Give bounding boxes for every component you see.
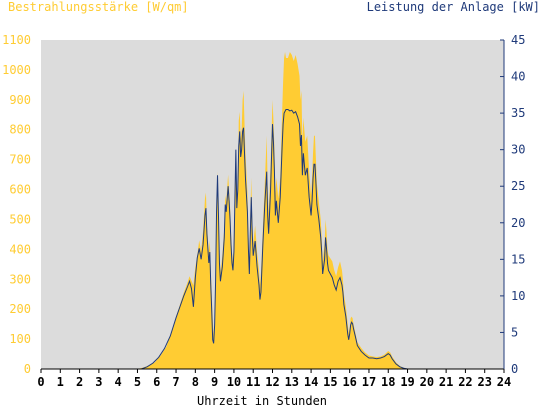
left-tick-label: 600 [9, 183, 31, 197]
right-axis-title: Leistung der Anlage [kW] [367, 0, 540, 14]
irradiance-area [41, 51, 504, 370]
x-tick-label: 15 [323, 375, 337, 389]
left-axis: 0 100 200 300 400 500 600 700 800 900 1000 1100 [2, 33, 31, 376]
right-tick-label: 45 [511, 33, 525, 47]
right-axis: 0 5 10 15 20 25 30 35 40 45 [500, 33, 525, 376]
left-axis-title: Bestrahlungsstärke [W/qm] [8, 0, 189, 14]
left-tick-label: 0 [24, 362, 31, 376]
x-tick-label: 1 [57, 375, 64, 389]
right-tick-label: 20 [511, 216, 525, 230]
right-tick-label: 0 [511, 362, 518, 376]
x-tick-label: 24 [497, 375, 511, 389]
x-axis: 0 1 2 3 4 5 6 7 8 9 10 11 12 13 14 15 16 17 18 19 20 21 22 23 24 [37, 369, 511, 389]
right-tick-label: 25 [511, 179, 525, 193]
x-axis-title: Uhrzeit in Stunden [197, 394, 327, 408]
x-tick-label: 12 [265, 375, 279, 389]
x-tick-label: 18 [381, 375, 395, 389]
x-tick-label: 0 [37, 375, 44, 389]
left-tick-label: 700 [9, 153, 31, 167]
left-tick-label: 200 [9, 302, 31, 316]
x-tick-label: 13 [285, 375, 299, 389]
x-tick-label: 19 [400, 375, 414, 389]
x-tick-label: 7 [172, 375, 179, 389]
x-tick-label: 5 [134, 375, 141, 389]
x-tick-label: 11 [246, 375, 260, 389]
x-tick-label: 23 [477, 375, 491, 389]
x-tick-label: 10 [227, 375, 241, 389]
left-tick-label: 900 [9, 93, 31, 107]
x-tick-label: 14 [304, 375, 318, 389]
x-tick-label: 3 [95, 375, 102, 389]
power-line [41, 108, 504, 370]
left-tick-label: 1100 [2, 33, 31, 47]
x-tick-label: 20 [420, 375, 434, 389]
x-tick-label: 9 [211, 375, 218, 389]
x-tick-label: 8 [192, 375, 199, 389]
left-tick-label: 1000 [2, 63, 31, 77]
right-tick-label: 30 [511, 143, 525, 157]
right-tick-label: 5 [511, 325, 518, 339]
x-tick-label: 17 [362, 375, 376, 389]
x-tick-label: 4 [115, 375, 122, 389]
x-tick-label: 2 [76, 375, 83, 389]
left-tick-label: 100 [9, 332, 31, 346]
right-tick-label: 40 [511, 70, 525, 84]
x-tick-label: 6 [153, 375, 160, 389]
left-tick-label: 500 [9, 212, 31, 226]
right-tick-label: 15 [511, 252, 525, 266]
right-tick-label: 10 [511, 289, 525, 303]
x-tick-label: 16 [342, 375, 356, 389]
x-tick-label: 22 [458, 375, 472, 389]
left-tick-label: 300 [9, 272, 31, 286]
x-tick-label: 21 [439, 375, 453, 389]
right-tick-label: 35 [511, 106, 525, 120]
left-tick-label: 800 [9, 123, 31, 137]
left-tick-label: 400 [9, 242, 31, 256]
